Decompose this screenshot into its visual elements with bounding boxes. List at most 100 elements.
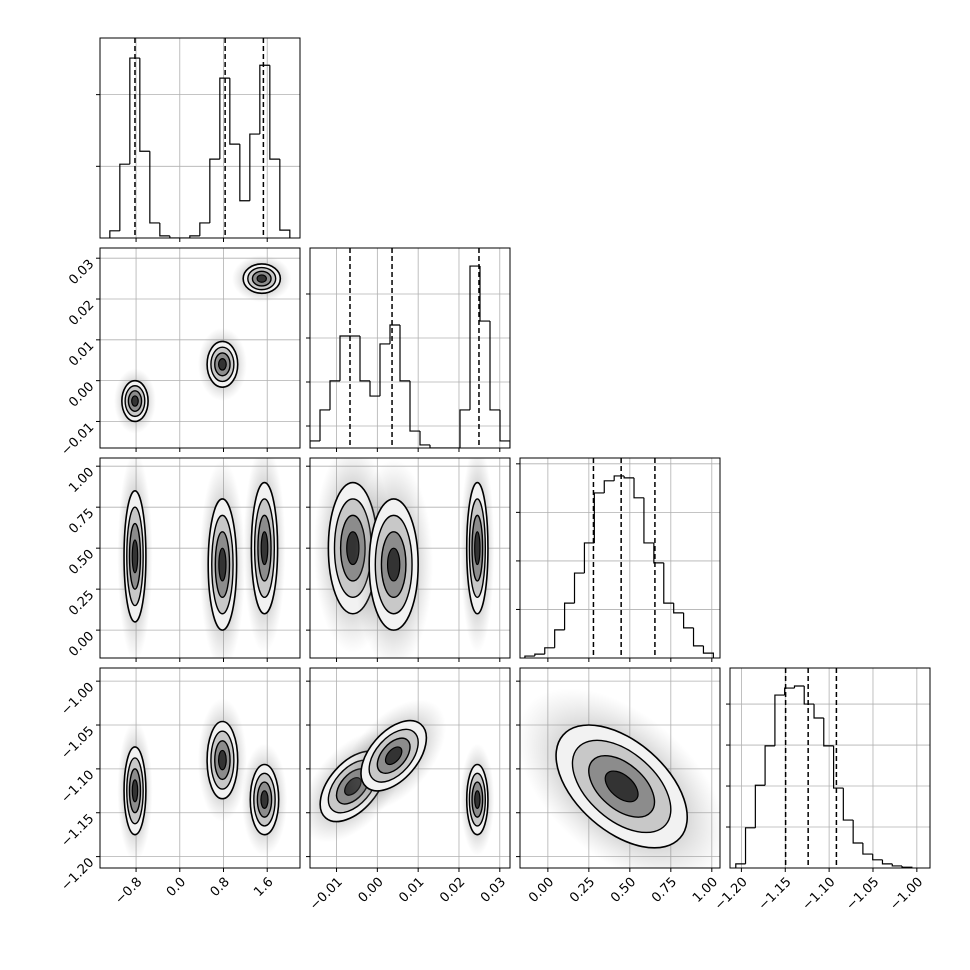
contour [131,395,139,407]
histogram-bar [249,133,260,201]
x-tick-label: 0.01 [396,875,427,906]
density [313,458,495,658]
x-tick-label: −1.15 [756,875,795,914]
histogram-bar [229,78,240,145]
histogram-bar [129,57,140,165]
y-tick-label: −1.20 [59,855,98,894]
histogram-bar [339,335,350,381]
histogram-bar [389,324,400,344]
contour [131,539,139,574]
panel [516,457,721,662]
panel: −0.8 0.0 0.8 1.6 −1.20 −1.15 −1.10 −1.05 −1.00 [59,667,301,908]
histogram-bar [823,718,834,747]
contour [256,274,267,283]
y-tick-label: 0.00 [66,379,97,410]
histogram-bar [852,820,863,844]
histogram-bar [109,230,120,238]
histogram-bar [891,863,903,867]
panel-frame [519,667,721,869]
y-tick-label: 0.50 [66,547,97,578]
contour [386,547,401,582]
histogram-bar [409,380,420,432]
histogram-bar [479,266,490,322]
x-tick-label: 0.0 [164,875,189,900]
histogram-bar [813,704,824,719]
x-tick-label: −0.01 [307,875,346,914]
x-tick-label: 0.00 [356,875,387,906]
y-tick-label: −1.05 [59,724,98,763]
histogram-bar [534,653,545,657]
histogram-bar [563,602,575,630]
histogram-bar [239,144,250,202]
histogram-bar [673,603,684,614]
y-tick-label: 0.01 [66,339,97,370]
histogram-bar [329,380,340,410]
panel [306,457,511,662]
x-tick-label: 0.8 [208,875,233,900]
y-tick-label: −0.01 [59,420,98,459]
contour [474,790,481,809]
contour [260,531,269,566]
histogram-bar [862,843,873,855]
contour [260,790,269,809]
histogram-bar [524,655,535,658]
density [117,698,288,861]
contour [604,770,639,803]
histogram-bar [469,265,480,410]
histogram-bar [573,572,585,604]
histogram-bar [209,158,220,223]
contour [131,779,139,803]
x-tick-label: −1.00 [887,875,926,914]
y-tick-label: 0.02 [66,298,97,329]
histogram-bar [872,854,883,861]
y-tick-label: −1.15 [59,811,98,850]
histogram-bar [702,645,714,658]
panel-frame [99,37,301,239]
density [310,699,495,856]
y-tick-label: 0.00 [66,629,97,660]
panel-frame [99,457,301,659]
histogram-bar [419,431,430,446]
histogram-bar [663,562,674,604]
panel: 0.000.250.500.751.00 [66,457,301,662]
x-tick-label: 1.6 [251,875,276,900]
panel-frame [729,667,931,869]
panel [96,37,301,242]
y-tick-label: −1.10 [59,768,98,807]
x-tick-label: 0.03 [478,875,509,906]
panel [306,247,511,452]
histogram-bar [499,409,510,448]
contour [217,749,227,771]
x-tick-label: −1.20 [712,875,751,914]
histogram-bar [219,77,230,160]
histogram-bar [643,497,654,544]
histogram-bar [199,222,210,236]
histogram-bar [623,475,635,479]
panel: −0.01 0.00 0.01 0.02 0.03 [306,667,511,914]
x-tick-label: −1.10 [800,875,839,914]
histogram-bar [159,222,170,237]
histogram-bar [803,686,815,705]
density [113,255,292,434]
histogram-bar [489,321,500,411]
histogram-bar [692,627,704,647]
histogram-bar [633,477,644,499]
histogram-bar [744,827,756,864]
panel-frame [309,247,511,449]
y-tick-label: 0.25 [66,588,97,619]
x-tick-label: 0.02 [437,875,468,906]
x-tick-label: −1.05 [844,875,883,914]
histogram [735,668,913,868]
x-tick-label: 0.00 [526,875,557,906]
histogram-bar [459,409,470,448]
panel: −1.20 −1.15 −1.10 −1.05 −1.00 [712,667,931,914]
x-tick-label: 0.25 [567,875,598,906]
histogram-bar [735,863,746,868]
panel: −0.01 0.00 0.01 0.02 0.03 [59,247,301,459]
density [117,458,286,658]
histogram-bar [554,629,565,648]
histogram-bar [613,475,625,481]
histogram-bar [149,151,160,224]
